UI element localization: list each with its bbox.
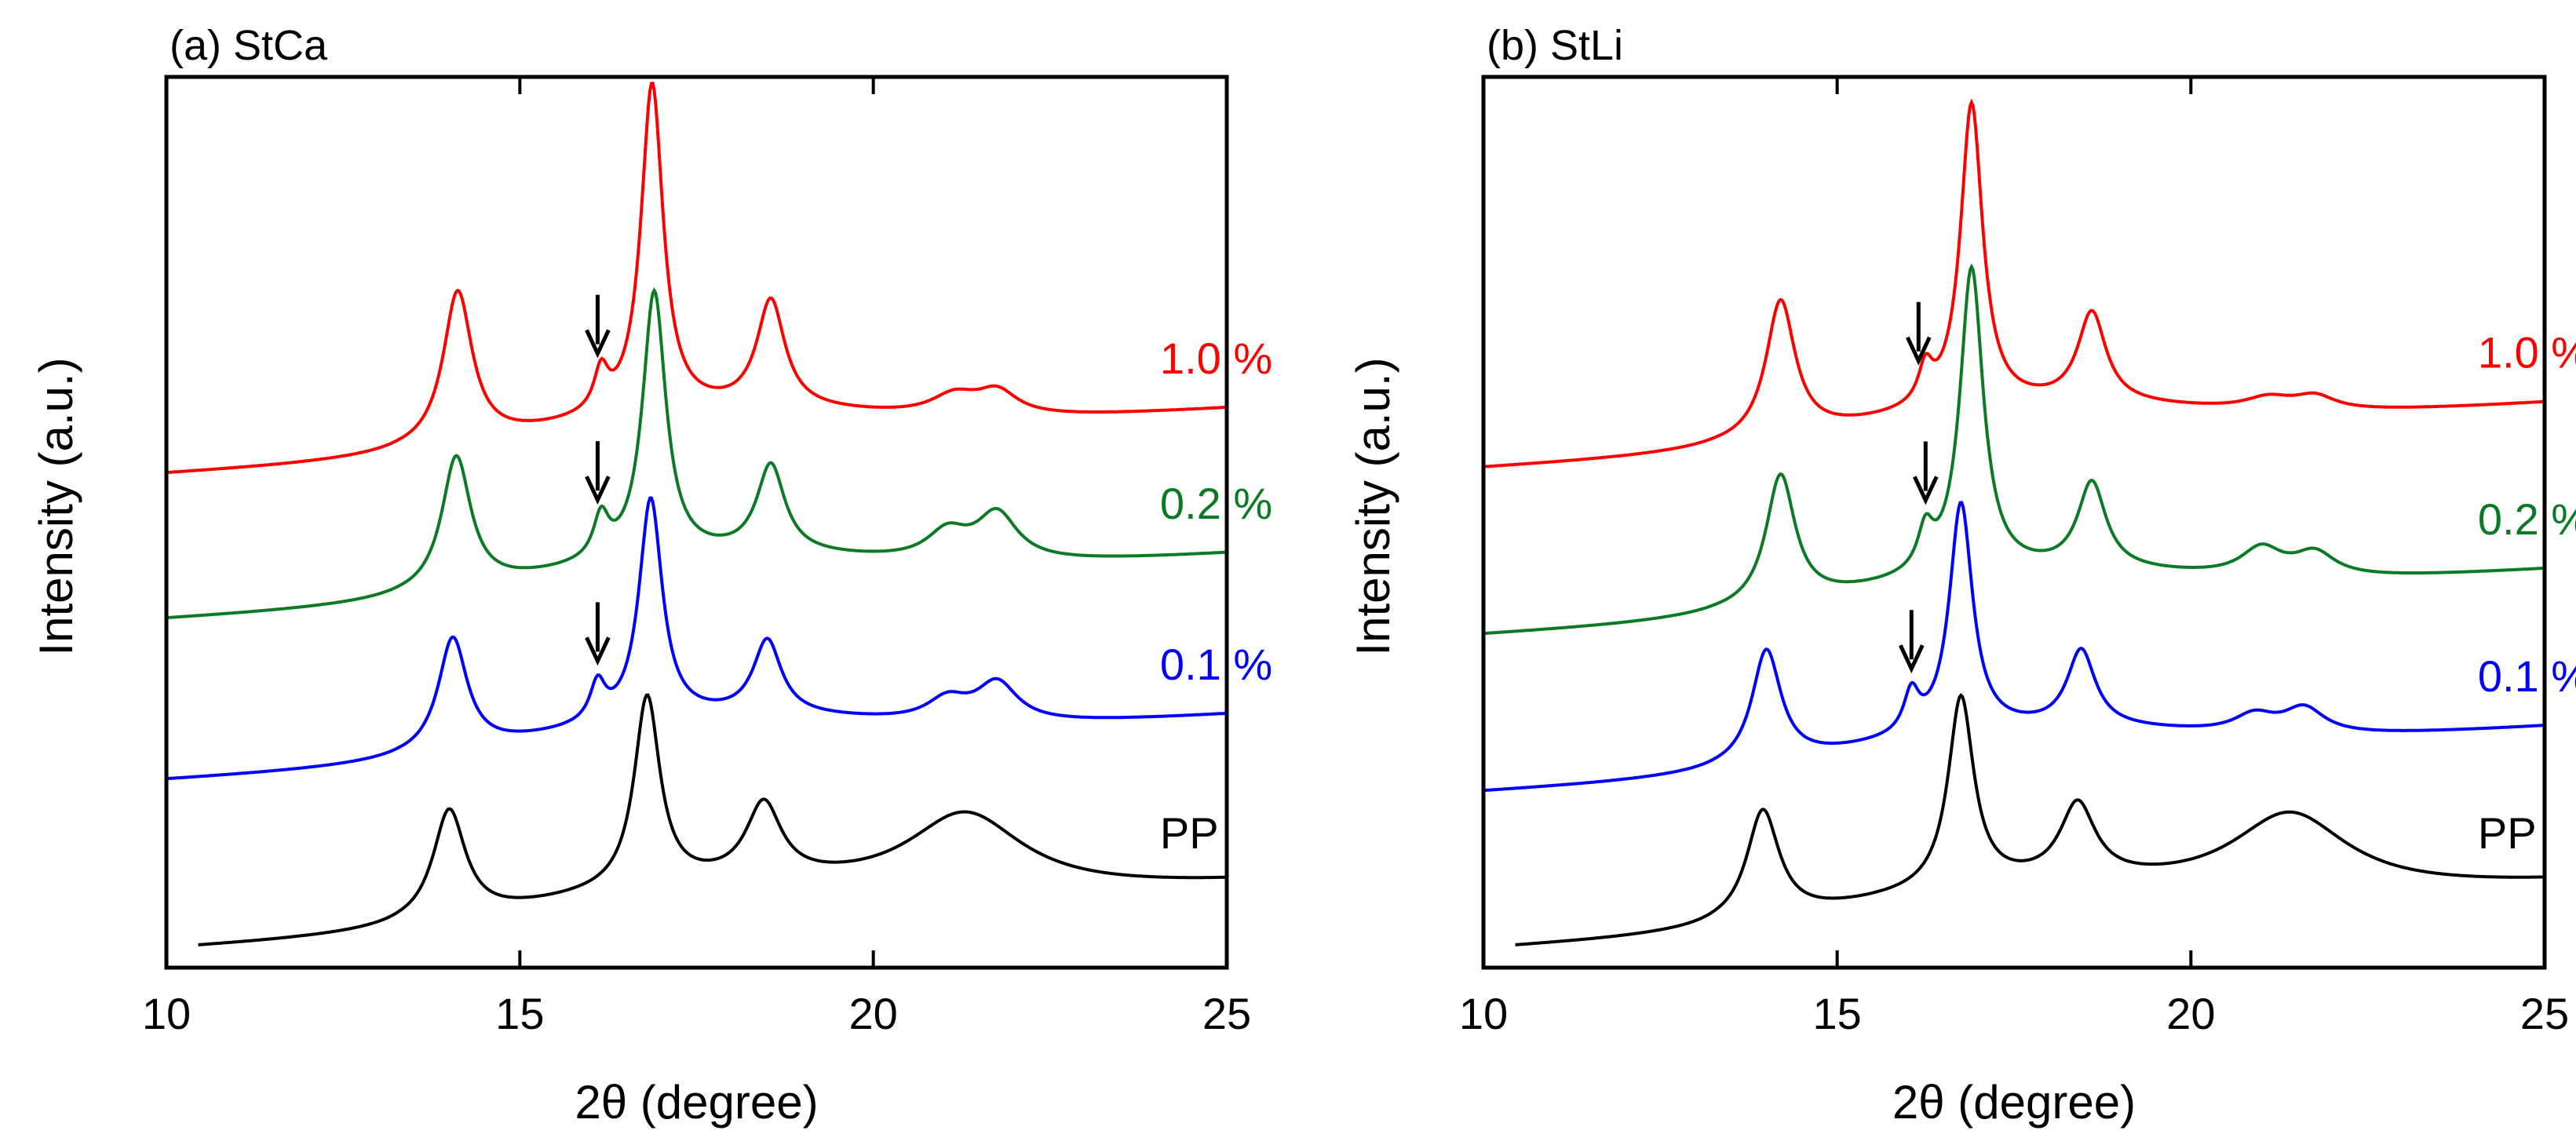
panel-b-stli: (b) StLi PP 0.1 % 0.2 % 1.0 % 10 15 20 25 2θ (deg…: [1347, 22, 2576, 1129]
plot-frame: [164, 75, 1229, 970]
series-line-10: [166, 82, 1228, 475]
panel-a-stca: (a) StCa PP 0.1 % 0.2 % 1.0 % 10 15 20 25 2θ (deg…: [30, 22, 1272, 1129]
series-label: 0.2 %: [1160, 479, 1272, 528]
x-tick-label: 10: [142, 989, 191, 1038]
annotation-arrow-icon: [1906, 301, 1932, 366]
plot-frame: [1481, 75, 2547, 970]
series-label: PP: [2478, 808, 2537, 858]
series-line-02: [166, 286, 1228, 620]
series-label: 0.1 %: [1160, 640, 1272, 689]
series-label: 1.0 %: [1160, 334, 1272, 383]
y-axis-title: Intensity (a.u.): [30, 357, 82, 655]
annotation-arrow-icon: [585, 294, 611, 359]
panel-title: (b) StLi: [1487, 22, 1623, 69]
y-axis-title: Intensity (a.u.): [1347, 357, 1399, 655]
x-tick-label: 20: [2166, 989, 2215, 1038]
series-line-pp: [198, 693, 1227, 946]
x-tick-label: 25: [2520, 989, 2569, 1038]
annotation-arrow-icon: [1913, 441, 1939, 505]
series-line-pp: [1515, 693, 2545, 946]
series-label: 0.2 %: [2478, 494, 2576, 544]
series-label: 1.0 %: [2478, 327, 2576, 377]
x-tick-label: 15: [495, 989, 544, 1038]
series-label: 0.1 %: [2478, 651, 2576, 701]
annotation-arrow-icon: [585, 602, 611, 666]
panel-title: (a) StCa: [170, 22, 328, 69]
series-line-01: [1483, 501, 2545, 793]
series-line-10: [1483, 98, 2545, 469]
series-line-02: [1483, 263, 2545, 636]
series-label: PP: [1160, 808, 1219, 858]
annotation-arrow-icon: [585, 441, 611, 505]
x-tick-label: 20: [849, 989, 898, 1038]
annotation-arrow-icon: [1899, 610, 1925, 674]
x-tick-label: 15: [1813, 989, 1862, 1038]
x-tick-label: 25: [1202, 989, 1251, 1038]
x-axis-title: 2θ (degree): [575, 1076, 818, 1129]
x-axis-title: 2θ (degree): [1892, 1076, 2136, 1129]
series-line-01: [166, 496, 1228, 781]
x-tick-label: 10: [1459, 989, 1508, 1038]
